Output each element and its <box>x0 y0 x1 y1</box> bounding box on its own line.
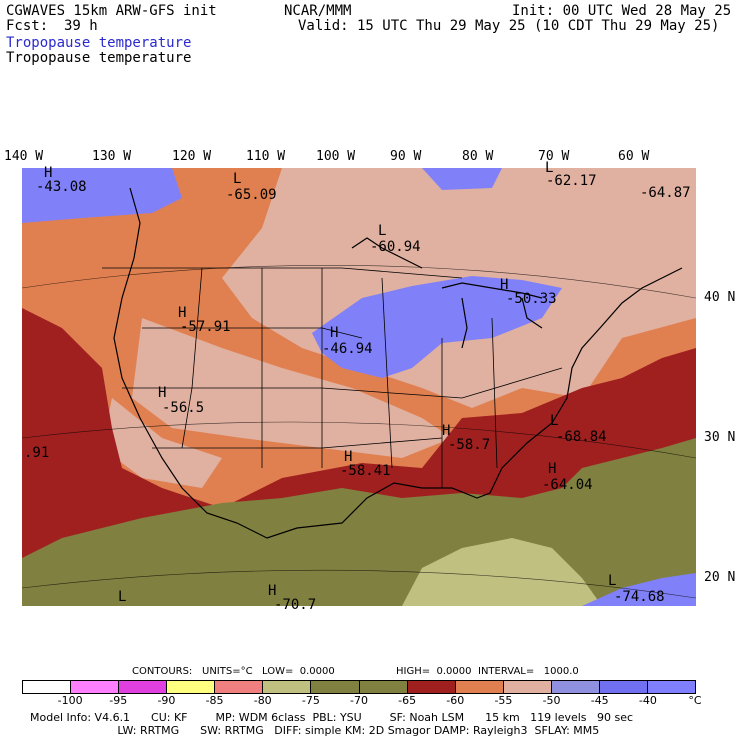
extremum-value: -65.09 <box>226 187 277 203</box>
extremum-value: -43.08 <box>36 179 87 195</box>
lat-label: 30 N <box>704 430 736 445</box>
lon-label: 100 W <box>316 149 356 164</box>
extremum-value: -57.91 <box>180 319 231 335</box>
extremum-type: H <box>442 423 451 439</box>
contours-low: LOW= 0.0000 <box>262 666 335 677</box>
graticule <box>22 264 696 599</box>
extremum-type: H <box>330 325 339 341</box>
lon-label: 130 W <box>92 149 132 164</box>
field-title-1: Tropopause temperature <box>6 35 192 51</box>
tropopause-temperature-map <box>22 168 696 606</box>
extremum-type: L <box>378 223 387 239</box>
temp-band-blue <box>582 573 696 606</box>
colorbar-tick-label: -55 <box>494 694 513 707</box>
extremum-value: -58.41 <box>340 463 391 479</box>
temp-band-blue <box>312 276 562 378</box>
extremum-value: -70.7 <box>274 597 317 613</box>
colorbar-tick-label: -50 <box>542 694 561 707</box>
extremum-type: L <box>118 589 127 605</box>
temp-band-paleolive <box>402 538 602 606</box>
extremum-type: H <box>158 385 167 401</box>
extremum-type: L <box>608 573 617 589</box>
contours-interval: INTERVAL= 1000.0 <box>478 666 579 677</box>
colorbar-swatch <box>23 681 72 693</box>
extremum-type: H <box>268 583 277 599</box>
lon-label: 70 W <box>538 149 570 164</box>
colorbar-tick-label: -65 <box>398 694 417 707</box>
colorbar-swatch <box>455 681 504 693</box>
colorbar-swatch <box>71 681 120 693</box>
colorbar-tick-label: -95 <box>109 694 128 707</box>
extremum-value: -46.94 <box>322 341 373 357</box>
colorbar-unit: °C <box>688 694 702 707</box>
init-time: Init: 00 UTC Wed 28 May 25 <box>512 3 732 19</box>
org-label: NCAR/MMM <box>284 3 352 19</box>
colorbar-tick-label: -40 <box>638 694 657 707</box>
extremum-value: .91 <box>24 445 50 461</box>
coastlines <box>113 187 683 539</box>
extremum-type: H <box>178 305 187 321</box>
extremum-value: -74.68 <box>614 589 665 605</box>
colorbar-swatch <box>599 681 649 693</box>
extremum-value: -64.04 <box>542 477 593 493</box>
lat-label: 20 N <box>704 570 736 585</box>
colorbar-tick-label: -90 <box>157 694 176 707</box>
extremum-value: -60.94 <box>370 239 421 255</box>
lon-label: 80 W <box>462 149 494 164</box>
colorbar-tick-label: -100 <box>57 694 83 707</box>
extremum-type: L <box>233 171 242 187</box>
extremum-value: -68.84 <box>556 429 607 445</box>
extremum-type: H <box>44 165 53 181</box>
colorbar-tick-label: -45 <box>590 694 609 707</box>
model-info-line2: LW: RRTMG SW: RRTMG DIFF: simple KM: 2D … <box>30 724 600 737</box>
colorbar-tick-label: -85 <box>205 694 224 707</box>
colorbar-swatch <box>215 681 264 693</box>
colorbar-swatch <box>648 681 696 693</box>
contours-label: CONTOURS: <box>132 666 193 677</box>
colorbar-swatch <box>551 681 600 693</box>
colorbar-swatch <box>167 681 216 693</box>
extremum-value: -50.33 <box>506 291 557 307</box>
colorbar-swatch <box>119 681 168 693</box>
extremum-value: -64.87 <box>640 185 691 201</box>
valid-time: Valid: 15 UTC Thu 29 May 25 (10 CDT Thu … <box>298 18 720 34</box>
lon-label: 120 W <box>172 149 212 164</box>
temp-band-blue <box>422 168 502 190</box>
extremum-type: H <box>548 461 557 477</box>
model-title: CGWAVES 15km ARW-GFS init <box>6 3 217 19</box>
lon-label: 140 W <box>4 149 44 164</box>
extremum-value: -58.7 <box>448 437 491 453</box>
lon-label: 110 W <box>246 149 286 164</box>
colorbar-swatch <box>359 681 408 693</box>
field-title-2: Tropopause temperature <box>6 50 192 66</box>
extremum-type: L <box>545 160 554 176</box>
temp-band-light <box>102 398 222 488</box>
forecast-label: Fcst: <box>6 18 49 34</box>
colorbar-tick-label: -80 <box>253 694 272 707</box>
contours-units: UNITS=°C <box>202 666 253 677</box>
forecast-hour: 39 h <box>64 18 98 34</box>
colorbar <box>22 680 696 694</box>
temp-band-blue <box>22 168 182 223</box>
colorbar-swatch <box>263 681 312 693</box>
colorbar-swatch <box>503 681 552 693</box>
colorbar-swatch <box>311 681 360 693</box>
lon-label: 60 W <box>618 149 650 164</box>
colorbar-swatch <box>407 681 456 693</box>
extremum-value: -56.5 <box>162 400 205 416</box>
colorbar-tick-label: -60 <box>446 694 465 707</box>
extremum-type: H <box>344 449 353 465</box>
colorbar-tick-label: -75 <box>301 694 320 707</box>
lat-label: 40 N <box>704 290 736 305</box>
model-info-line1: Model Info: V4.6.1 CU: KF MP: WDM 6class… <box>30 711 634 724</box>
extremum-type: H <box>500 277 509 293</box>
extremum-value: -62.17 <box>546 173 597 189</box>
lon-label: 90 W <box>390 149 422 164</box>
contours-high: HIGH= 0.0000 <box>396 666 472 677</box>
extremum-type: L <box>550 413 559 429</box>
colorbar-tick-label: -70 <box>350 694 368 707</box>
state-borders <box>102 267 563 488</box>
